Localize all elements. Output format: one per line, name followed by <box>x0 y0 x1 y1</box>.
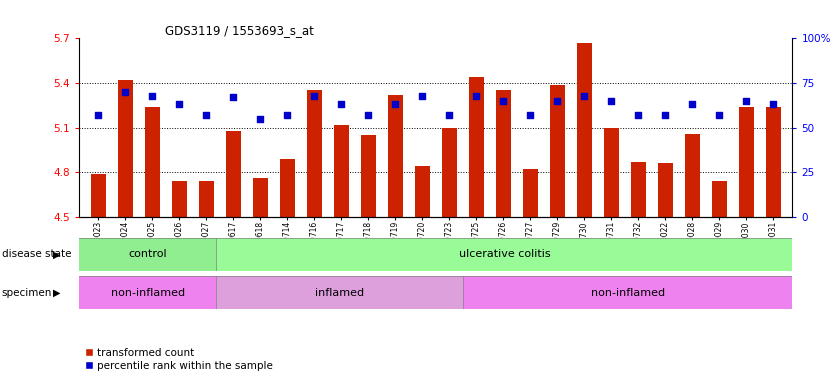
Bar <box>414 166 430 217</box>
Point <box>227 94 240 100</box>
Bar <box>577 43 592 217</box>
Point <box>199 112 213 118</box>
Point <box>145 93 158 99</box>
Bar <box>226 131 241 217</box>
Bar <box>685 134 700 217</box>
Point <box>254 116 267 122</box>
Bar <box>145 107 159 217</box>
Bar <box>79 238 216 271</box>
Bar <box>216 276 463 309</box>
Bar <box>604 128 619 217</box>
Point <box>740 98 753 104</box>
Text: ulcerative colitis: ulcerative colitis <box>459 249 550 260</box>
Bar <box>307 91 322 217</box>
Text: ▶: ▶ <box>53 249 60 260</box>
Bar <box>253 178 268 217</box>
Bar <box>496 91 510 217</box>
Point <box>766 101 780 108</box>
Bar <box>658 164 673 217</box>
Text: non-inflamed: non-inflamed <box>111 288 185 298</box>
Bar <box>631 162 646 217</box>
Text: GDS3119 / 1553693_s_at: GDS3119 / 1553693_s_at <box>165 24 314 37</box>
Point <box>362 112 375 118</box>
Text: inflamed: inflamed <box>315 288 364 298</box>
Text: disease state: disease state <box>2 249 71 260</box>
Bar <box>172 181 187 217</box>
Legend: transformed count, percentile rank within the sample: transformed count, percentile rank withi… <box>80 344 277 375</box>
Point <box>389 101 402 108</box>
Point <box>496 98 510 104</box>
Point <box>550 98 564 104</box>
Point <box>173 101 186 108</box>
Point <box>280 112 294 118</box>
Point <box>92 112 105 118</box>
Point <box>415 93 429 99</box>
Text: non-inflamed: non-inflamed <box>590 288 665 298</box>
Point <box>524 112 537 118</box>
Bar <box>198 181 214 217</box>
Bar <box>463 276 792 309</box>
Point <box>631 112 645 118</box>
Bar <box>523 169 538 217</box>
Bar <box>388 95 403 217</box>
Bar <box>334 125 349 217</box>
Bar <box>442 128 457 217</box>
Point <box>659 112 672 118</box>
Bar <box>216 238 792 271</box>
Bar <box>739 107 754 217</box>
Point <box>713 112 726 118</box>
Text: specimen: specimen <box>2 288 52 298</box>
Bar <box>469 77 484 217</box>
Bar <box>712 181 726 217</box>
Bar <box>550 84 565 217</box>
Point <box>605 98 618 104</box>
Text: ▶: ▶ <box>53 288 60 298</box>
Point <box>118 89 132 95</box>
Bar <box>361 135 375 217</box>
Point <box>334 101 348 108</box>
Bar <box>91 174 106 217</box>
Bar <box>279 159 294 217</box>
Point <box>686 101 699 108</box>
Bar <box>79 276 216 309</box>
Point <box>470 93 483 99</box>
Point <box>578 93 591 99</box>
Bar <box>766 107 781 217</box>
Bar <box>118 80 133 217</box>
Point <box>308 93 321 99</box>
Point <box>443 112 456 118</box>
Text: control: control <box>128 249 167 260</box>
